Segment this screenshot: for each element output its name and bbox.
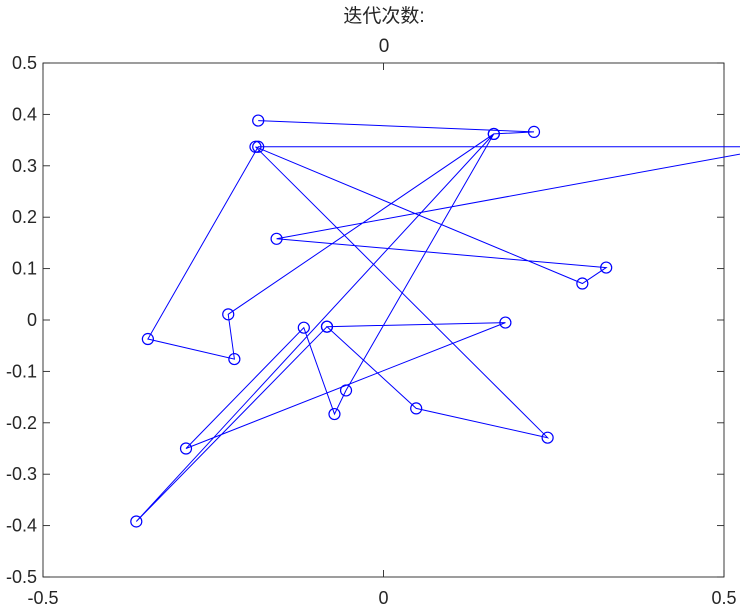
- x-tick-label: 0: [378, 588, 388, 608]
- y-tick-label: 0.5: [12, 53, 37, 73]
- y-tick-label: -0.4: [6, 516, 37, 536]
- data-point-marker: [222, 308, 235, 321]
- data-point-marker: [410, 402, 423, 415]
- data-point-marker: [179, 442, 193, 455]
- series-line: [135, 120, 740, 522]
- data-point-marker: [130, 515, 143, 528]
- y-tick-label: -0.3: [6, 464, 37, 484]
- data-point-marker: [576, 277, 589, 290]
- data-point-marker: [339, 384, 353, 397]
- y-tick-label: 0.4: [12, 104, 37, 124]
- data-point-marker: [541, 431, 554, 444]
- data-point-marker: [297, 321, 310, 334]
- y-tick-label: -0.1: [6, 361, 37, 381]
- x-tick-labels: -0.5 0 0.5: [27, 588, 736, 608]
- chart-title-line-2: 0: [379, 36, 390, 57]
- x-tick-label: -0.5: [27, 588, 58, 608]
- data-point-marker: [249, 140, 262, 153]
- y-tick-label: 0: [27, 310, 37, 330]
- data-series: [130, 114, 740, 528]
- y-tick-label: 0.2: [12, 207, 37, 227]
- y-tick-label: -0.5: [6, 567, 37, 587]
- data-point-marker: [270, 232, 283, 245]
- data-point-marker: [487, 127, 500, 141]
- data-point-marker: [252, 140, 265, 153]
- data-point-marker: [499, 316, 512, 329]
- data-point-marker: [141, 332, 154, 346]
- data-point-marker: [328, 407, 341, 421]
- chart-title-line-1: 迭代次数:: [343, 5, 424, 27]
- data-point-marker: [228, 352, 241, 366]
- data-point-marker: [600, 261, 613, 274]
- axis-ticks: [42, 62, 725, 578]
- y-tick-labels: -0.5 -0.4 -0.3 -0.2 -0.1 0 0.1 0.2 0.3 0.4 0.5: [6, 53, 37, 587]
- data-point-marker: [320, 320, 334, 333]
- y-tick-label: -0.2: [6, 413, 37, 433]
- y-tick-label: 0.1: [12, 259, 37, 279]
- data-point-marker: [527, 125, 541, 138]
- y-tick-label: 0.3: [12, 156, 37, 176]
- plot-area-frame: [42, 62, 725, 578]
- data-point-marker: [252, 114, 265, 127]
- x-tick-label: 0.5: [711, 588, 736, 608]
